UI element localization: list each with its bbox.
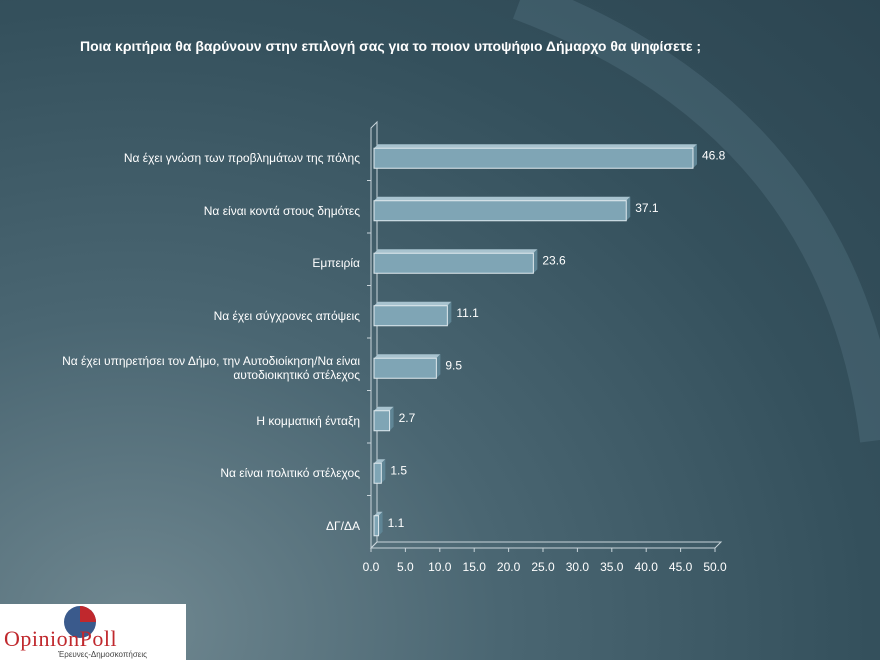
value-label: 23.6 <box>542 253 566 267</box>
x-tick-label: 40.0 <box>635 560 659 574</box>
x-tick-label: 15.0 <box>463 560 487 574</box>
bar <box>373 462 382 484</box>
category-label: Εμπειρία <box>312 256 360 271</box>
value-label: 1.1 <box>388 516 405 530</box>
bar-side <box>436 354 441 379</box>
value-label: 37.1 <box>635 201 659 215</box>
category-label: Να έχει γνώση των προβλημάτων της πόλης <box>123 151 360 166</box>
x-tick-label: 0.0 <box>363 560 380 574</box>
bar <box>373 357 437 379</box>
category-label: Να έχει υπηρετήσει τον Δήμο, την Αυτοδιο… <box>62 354 360 383</box>
bar-side <box>381 459 386 484</box>
category-label: ΔΓ/ΔΑ <box>326 518 360 533</box>
bar-side <box>692 144 697 169</box>
x-tick-label: 30.0 <box>566 560 590 574</box>
bar <box>373 252 534 274</box>
bar-side <box>447 301 452 326</box>
x-tick-label: 5.0 <box>397 560 414 574</box>
bar <box>373 515 380 537</box>
x-tick-label: 45.0 <box>669 560 693 574</box>
bar-top <box>374 511 383 516</box>
logo: OpinionPoll Έρευνες-Δημοσκοπήσεις <box>0 604 186 660</box>
value-label: 2.7 <box>399 411 416 425</box>
bar-top <box>374 144 697 149</box>
x-tick-label: 25.0 <box>531 560 555 574</box>
axis-wall <box>370 120 378 550</box>
bar-top <box>374 459 386 464</box>
bar-side <box>626 196 631 221</box>
value-label: 11.1 <box>456 306 479 320</box>
bar <box>373 305 448 327</box>
bar <box>373 410 391 432</box>
bar-top <box>374 196 631 201</box>
bar-side <box>533 249 538 274</box>
bar-top <box>374 354 441 359</box>
category-label: Να έχει σύγχρονες απόψεις <box>213 308 360 323</box>
logo-tagline: Έρευνες-Δημοσκοπήσεις <box>58 650 147 659</box>
bar-side <box>378 511 383 536</box>
value-label: 1.5 <box>390 463 407 477</box>
chart-title: Ποια κριτήρια θα βαρύνουν στην επιλογή σ… <box>80 38 702 54</box>
value-label: 46.8 <box>702 148 726 162</box>
axis-floor <box>369 541 723 549</box>
category-label: Η κομματική ένταξη <box>256 413 360 428</box>
bar <box>373 147 694 169</box>
x-tick-label: 35.0 <box>600 560 624 574</box>
x-tick-label: 20.0 <box>497 560 521 574</box>
bar-top <box>374 249 538 254</box>
x-tick-label: 10.0 <box>428 560 452 574</box>
value-label: 9.5 <box>445 358 462 372</box>
decor-arc <box>512 0 880 443</box>
logo-name: OpinionPoll <box>4 626 118 651</box>
bar-side <box>389 406 394 431</box>
category-label: Να είναι κοντά στους δημότες <box>203 203 360 218</box>
bar-top <box>374 301 452 306</box>
logo-icon <box>64 606 96 638</box>
bar <box>373 200 627 222</box>
bar-top <box>374 406 394 411</box>
x-tick-label: 50.0 <box>703 560 727 574</box>
category-label: Να είναι πολιτικό στέλεχος <box>220 466 360 481</box>
